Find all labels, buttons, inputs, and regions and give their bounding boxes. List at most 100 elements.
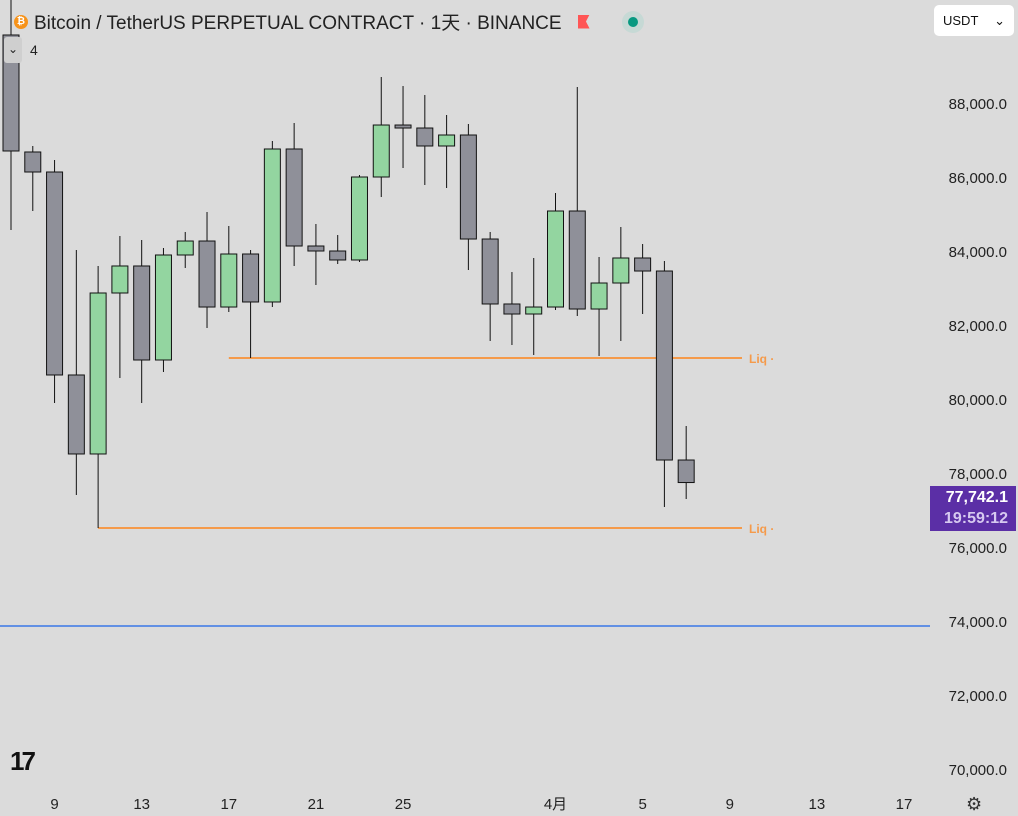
candle <box>133 240 151 403</box>
candle-body <box>568 210 586 310</box>
candle-body <box>416 127 434 147</box>
candle <box>459 124 477 271</box>
candle <box>416 95 434 185</box>
y-tick-label: 76,000.0 <box>949 540 1007 557</box>
candle <box>242 250 260 359</box>
candle <box>634 244 652 315</box>
candle <box>481 231 499 341</box>
candle-body <box>372 124 390 178</box>
candle <box>2 0 20 230</box>
candle-body <box>220 253 238 308</box>
candle-body <box>655 270 673 461</box>
x-tick-label: 13 <box>133 796 150 813</box>
candle-body <box>46 171 64 376</box>
candle <box>655 260 673 508</box>
y-tick-label: 78,000.0 <box>949 466 1007 483</box>
y-tick-label: 86,000.0 <box>949 170 1007 187</box>
candle-body <box>242 253 260 303</box>
candle <box>329 235 347 264</box>
x-tick-label: 25 <box>395 796 412 813</box>
candle-body <box>307 245 325 252</box>
market-status-icon[interactable] <box>621 10 644 33</box>
x-tick-label: 5 <box>638 796 646 813</box>
candle-body <box>590 282 608 310</box>
candle-body <box>285 148 303 247</box>
candle <box>350 175 368 262</box>
candle <box>525 257 543 356</box>
bar-countdown: 19:59:12 <box>943 510 1008 527</box>
candle <box>111 236 129 378</box>
y-tick-label: 74,000.0 <box>949 614 1007 631</box>
candle <box>677 426 695 500</box>
candle <box>220 225 238 313</box>
candle <box>24 145 42 212</box>
candle-body <box>503 303 521 315</box>
candle-body <box>350 176 368 261</box>
candle <box>285 123 303 266</box>
y-tick-label: 70,000.0 <box>949 762 1007 779</box>
candle-body <box>612 257 630 284</box>
candle <box>46 160 64 403</box>
x-tick-label: 9 <box>726 796 734 813</box>
symbol-header[interactable]: ₿ Bitcoin / TetherUS PERPETUAL CONTRACT … <box>14 8 644 35</box>
candle <box>154 248 172 372</box>
indicator-count: 4 <box>30 42 38 58</box>
tradingview-logo[interactable]: 17 <box>10 746 36 776</box>
candle <box>307 223 325 286</box>
candle-body <box>111 265 129 294</box>
candle-body <box>677 459 695 484</box>
candle <box>568 87 586 317</box>
x-tick-label: 17 <box>220 796 237 813</box>
last-price-badge: 77,742.1 19:59:12 <box>930 486 1016 531</box>
candle-body <box>24 151 42 173</box>
y-tick-label: 82,000.0 <box>949 318 1007 335</box>
candle <box>67 250 85 496</box>
candle-body <box>394 124 412 129</box>
candle <box>89 265 107 528</box>
currency-value: USDT <box>943 13 979 28</box>
y-tick-label: 72,000.0 <box>949 688 1007 705</box>
symbol-title: Bitcoin / TetherUS PERPETUAL CONTRACT · … <box>34 13 562 34</box>
x-tick-label: 13 <box>809 796 826 813</box>
candle-body <box>133 265 151 361</box>
candle <box>372 76 390 198</box>
candle-body <box>459 134 477 240</box>
y-tick-label: 88,000.0 <box>949 96 1007 113</box>
candle <box>438 114 456 188</box>
x-tick-label: 21 <box>308 796 325 813</box>
candle-body <box>634 257 652 272</box>
candle-body <box>198 240 216 308</box>
last-price: 77,742.1 <box>945 489 1008 506</box>
candle-body <box>263 148 281 303</box>
chevron-down-icon[interactable]: ⌄ <box>4 37 22 63</box>
currency-select[interactable]: USDT ⌄ <box>934 5 1014 36</box>
candle <box>198 212 216 328</box>
candle <box>612 226 630 341</box>
candle <box>547 192 564 311</box>
settings-icon[interactable]: ⚙ <box>966 794 983 814</box>
candle-body <box>89 292 107 455</box>
x-tick-label: 9 <box>50 796 58 813</box>
y-tick-label: 80,000.0 <box>949 392 1007 409</box>
candle-body <box>547 210 564 308</box>
candle-body <box>67 374 85 455</box>
chevron-down-icon: ⌄ <box>994 12 1005 28</box>
flag-icon[interactable] <box>577 14 590 29</box>
candle <box>590 256 608 357</box>
candle-body <box>329 250 347 261</box>
liq-level-label: Liq · <box>749 522 774 536</box>
liq-level-label: Liq · <box>749 352 774 366</box>
candle <box>263 140 281 308</box>
indicator-collapse[interactable]: ⌄ 4 <box>4 37 38 63</box>
y-tick-label: 84,000.0 <box>949 244 1007 261</box>
x-tick-label: 4月 <box>544 796 567 813</box>
candle-body <box>176 240 194 256</box>
candle <box>394 86 412 169</box>
candle <box>503 272 521 346</box>
candle-body <box>525 306 543 315</box>
candle-body <box>438 134 456 147</box>
candle-body <box>154 254 172 361</box>
candle <box>176 231 194 268</box>
candle-body <box>481 238 499 305</box>
